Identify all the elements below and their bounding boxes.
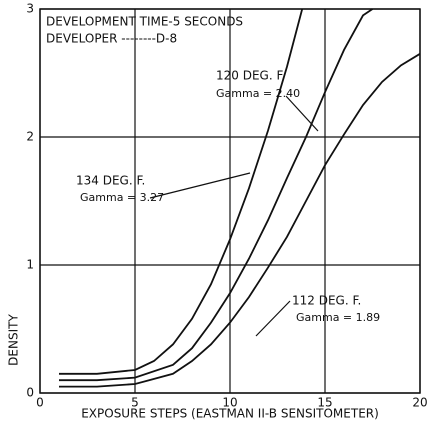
x-tick-label: 15 [317, 396, 332, 410]
series-label: 120 DEG. F. [216, 69, 285, 83]
curve [59, 8, 304, 375]
series-label: 134 DEG. F. [76, 174, 145, 188]
series-label: 112 DEG. F. [292, 294, 361, 308]
x-tick-label: 5 [131, 396, 139, 410]
annotation: DEVELOPMENT TIME-5 SECONDS [46, 15, 243, 29]
x-tick-label: 0 [36, 396, 44, 410]
y-tick-label: 3 [26, 2, 34, 16]
gamma-label: Gamma = 3.27 [80, 191, 164, 204]
x-axis-label: EXPOSURE STEPS (EASTMAN II-B SENSITOMETE… [81, 407, 379, 421]
annotation: DEVELOPER --------D-8 [46, 32, 177, 46]
y-axis-label: DENSITY [7, 314, 21, 366]
arrow [255, 300, 291, 337]
y-tick-label: 0 [26, 386, 34, 400]
y-tick-label: 1 [26, 258, 34, 272]
x-tick-label: 20 [412, 396, 427, 410]
arrow [285, 95, 319, 132]
curve [59, 8, 374, 382]
y-tick-label: 2 [26, 130, 34, 144]
gamma-label: Gamma = 1.89 [296, 311, 380, 324]
curve [59, 53, 421, 388]
arrow [149, 172, 251, 199]
x-tick-label: 10 [222, 396, 237, 410]
